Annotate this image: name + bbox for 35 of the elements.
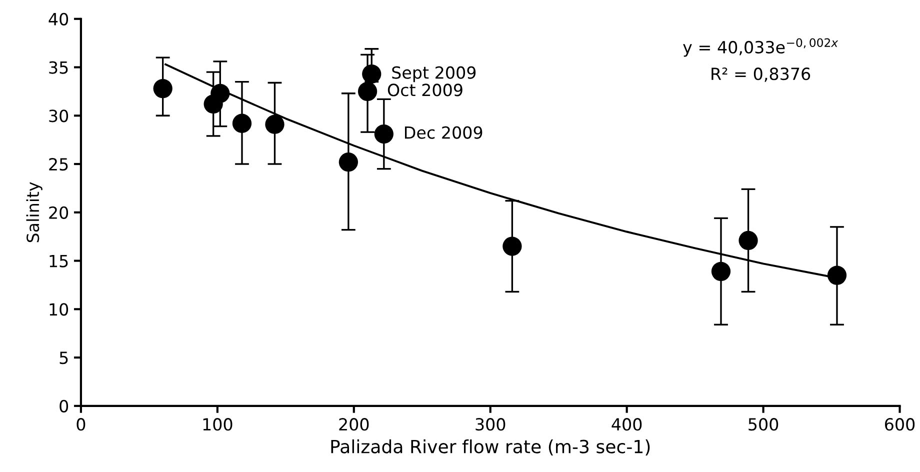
- y-tick-label: 35: [49, 61, 68, 74]
- annotation: Sept 2009: [392, 66, 476, 82]
- x-tick-label: 200: [339, 418, 369, 431]
- y-tick-label: 25: [49, 158, 68, 171]
- y-axis-title: Salinity: [26, 182, 42, 242]
- annotation: R² = 0,8376: [712, 68, 810, 82]
- point: [502, 236, 522, 256]
- x-tick-label: 500: [748, 418, 778, 431]
- annotation: y = 40,033e$^{−0,002x}$: [683, 38, 838, 57]
- x-axis-title: Palizada River flow rate (m-3 sec-1): [331, 439, 650, 456]
- y-tick-label: 0: [60, 400, 68, 412]
- annotation: Oct 2009: [388, 84, 462, 96]
- x-tick-label: 400: [612, 418, 642, 431]
- y-tick-label: 20: [49, 206, 68, 219]
- point: [338, 152, 358, 172]
- point: [210, 84, 230, 103]
- point: [711, 262, 731, 281]
- x-tick-label: 300: [476, 418, 506, 431]
- point: [232, 114, 252, 133]
- point: [374, 124, 394, 144]
- point: [362, 64, 382, 84]
- y-tick-label: 15: [50, 254, 68, 268]
- x-tick-label: 100: [203, 418, 232, 431]
- x-tick-label: 600: [885, 418, 915, 431]
- x-tick-label: 0: [76, 418, 86, 431]
- annotation: Dec 2009: [404, 126, 482, 139]
- y-tick-label: 30: [49, 110, 68, 122]
- point: [153, 78, 172, 98]
- y-tick-label: 40: [48, 12, 68, 26]
- point: [358, 82, 378, 102]
- point: [265, 114, 284, 134]
- point: [738, 230, 758, 250]
- y-tick-label: 5: [60, 352, 68, 364]
- y-tick-label: 10: [50, 303, 68, 316]
- point: [827, 266, 847, 285]
